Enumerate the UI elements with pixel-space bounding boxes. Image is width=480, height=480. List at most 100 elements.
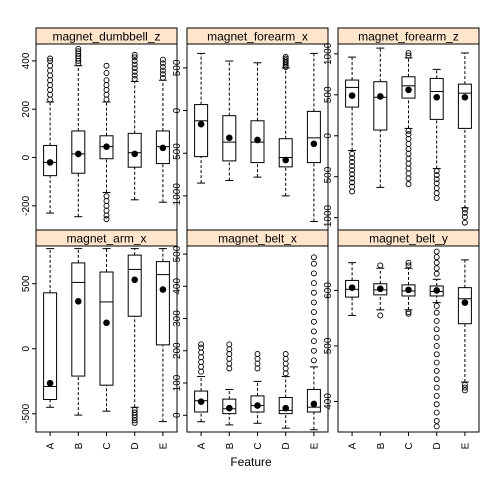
y-tick-label: -500 (172, 143, 183, 163)
outlier-point (131, 68, 138, 75)
outlier-point (47, 72, 54, 79)
box-iqr (99, 271, 114, 386)
mean-point (197, 398, 205, 405)
box-B (71, 248, 86, 416)
mean-point (226, 134, 233, 142)
outlier-point (310, 270, 317, 277)
outlier-point (47, 57, 54, 64)
outlier-point (461, 213, 468, 220)
mean-point (405, 286, 412, 294)
box-iqr (457, 83, 472, 129)
mean-point (103, 143, 110, 150)
outlier-point (433, 254, 440, 261)
panel-magnet_belt_y: magnet_belt_y 400 500 600 A B C D E (323, 229, 480, 450)
x-tick-label: E (460, 442, 471, 449)
outlier-point (433, 309, 440, 316)
outlier-point (461, 387, 468, 394)
y-tick-label: 200 (21, 100, 32, 117)
box-A (194, 341, 209, 423)
box-E (306, 52, 321, 222)
mean-point (159, 144, 167, 152)
outlier-point (226, 341, 233, 348)
outlier-point (282, 360, 289, 367)
outlier-point (433, 334, 440, 341)
outlier-point (226, 355, 233, 362)
outlier-point (433, 248, 440, 255)
x-tick-label: E (158, 442, 169, 449)
y-tick-label: 200 (172, 342, 183, 359)
x-tick-label: A (46, 442, 57, 449)
mean-point (75, 150, 82, 158)
y-tick-label: 600 (323, 282, 334, 299)
mean-point (46, 379, 54, 387)
outlier-point (131, 417, 138, 424)
box-iqr (155, 261, 170, 346)
box-iqr (194, 104, 209, 158)
outlier-point (282, 53, 289, 60)
outlier-point (103, 216, 110, 223)
box-A (43, 248, 58, 408)
outlier-point (103, 82, 110, 89)
y-tick-label: 100 (172, 374, 183, 391)
x-tick-label: E (309, 442, 320, 449)
outlier-point (377, 262, 384, 269)
box-D (429, 68, 444, 201)
outlier-point (282, 351, 289, 357)
outlier-point (282, 370, 289, 377)
y-tick-label: -1000 (323, 204, 334, 230)
outlier-point (198, 344, 205, 351)
outlier-point (433, 318, 440, 324)
box-E (306, 254, 321, 431)
mean-point (254, 402, 261, 409)
outlier-point (103, 91, 110, 98)
box-A (43, 55, 58, 214)
y-tick-label: 500 (172, 245, 183, 262)
panel-magnet_forearm_x: magnet_forearm_x -1000 -500 0 500 (172, 27, 329, 231)
outlier-point (461, 384, 468, 391)
mean-point (226, 404, 233, 412)
outlier-point (282, 365, 289, 372)
outlier-point (433, 326, 440, 333)
outlier-point (254, 351, 261, 357)
outlier-point (405, 259, 412, 266)
x-tick-label: A (197, 442, 208, 449)
outlier-point (47, 67, 54, 74)
y-tick-label: -200 (21, 195, 32, 215)
outlier-point (433, 168, 440, 174)
outlier-point (405, 155, 412, 162)
box-iqr (306, 110, 321, 164)
outlier-point (310, 254, 317, 261)
mean-point (310, 400, 318, 408)
x-tick-label: C (102, 442, 113, 449)
outlier-point (226, 365, 233, 372)
outlier-point (405, 136, 412, 142)
outlier-point (198, 354, 205, 361)
outlier-point (103, 207, 110, 214)
y-tick-label: 500 (21, 275, 32, 292)
outlier-point (433, 195, 440, 201)
box-A (345, 56, 360, 195)
y-tick-label: 1000 (323, 42, 334, 65)
mean-point (377, 285, 384, 293)
mean-point (75, 297, 82, 305)
y-tick-label: 0 (21, 154, 32, 160)
box-B (222, 60, 237, 182)
outlier-point (433, 342, 440, 349)
mean-point (103, 319, 110, 327)
outlier-point (103, 202, 110, 209)
outlier-point (282, 57, 289, 64)
outlier-point (461, 219, 468, 226)
outlier-point (405, 310, 412, 317)
box-C (99, 62, 114, 223)
box-B (373, 262, 388, 319)
panel-strip-title: magnet_belt_y (369, 232, 448, 246)
outlier-point (405, 131, 412, 138)
outlier-point (131, 76, 138, 82)
box-D (127, 51, 142, 201)
outlier-point (47, 86, 54, 93)
panel-strip-title: magnet_dumbbell_z (52, 30, 160, 44)
box-iqr (127, 132, 142, 168)
outlier-point (198, 368, 205, 375)
y-tick-label: 0 (21, 346, 32, 352)
box-D (278, 351, 293, 429)
